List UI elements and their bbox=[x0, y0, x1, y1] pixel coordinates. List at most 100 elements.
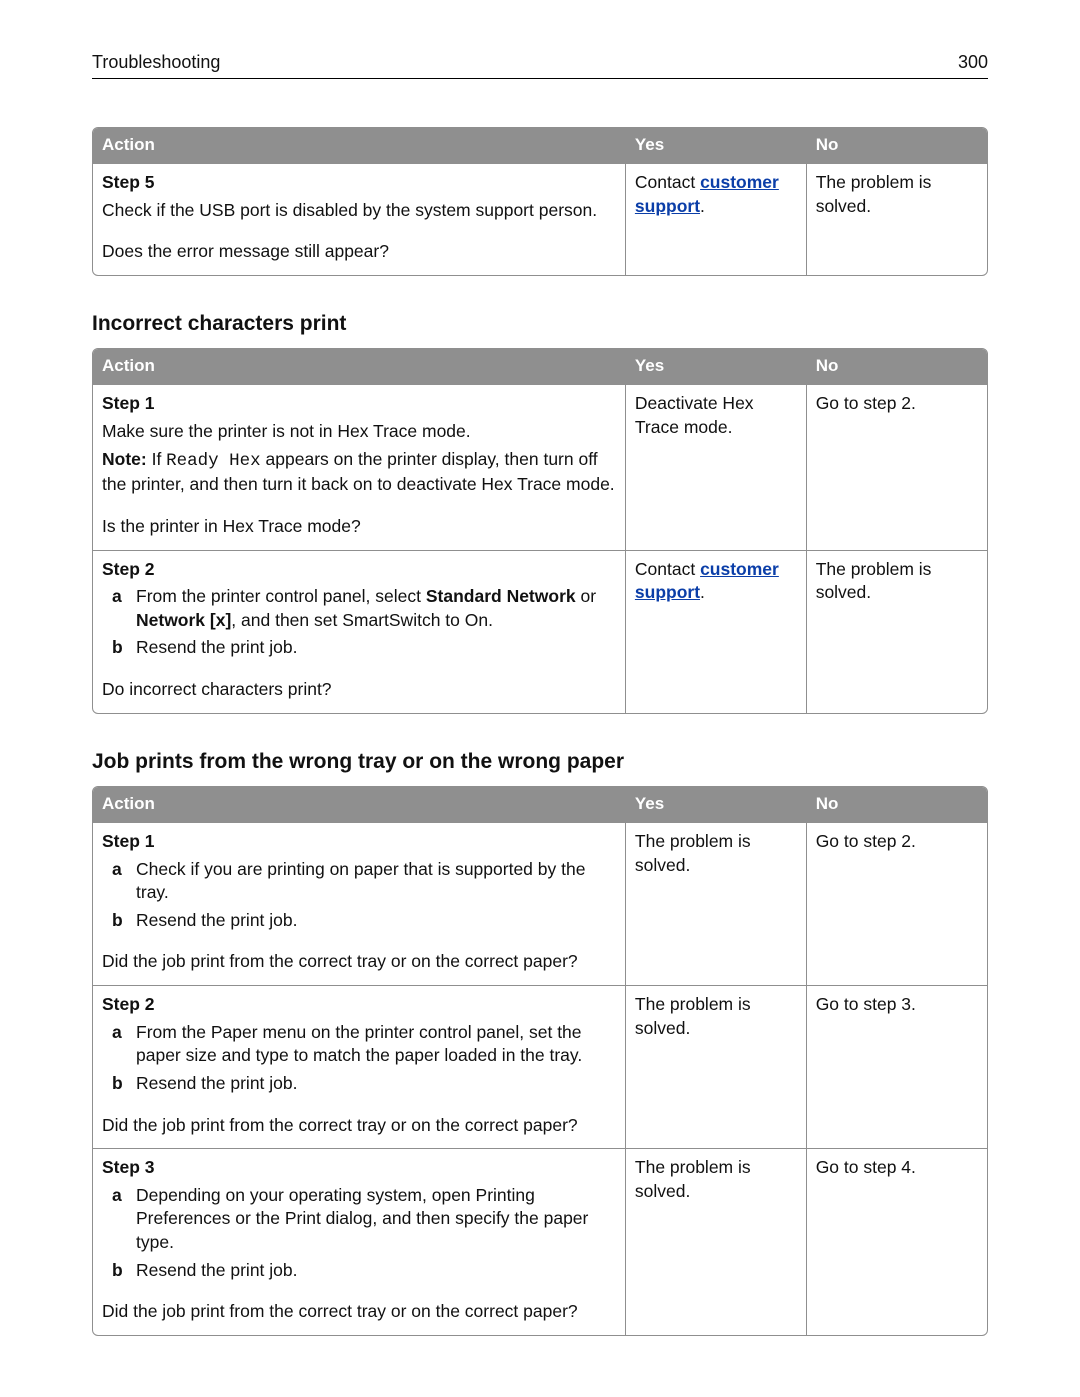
step-note: Note: If Ready Hex appears on the printe… bbox=[102, 448, 616, 497]
yes-text-post: . bbox=[700, 582, 705, 602]
col-action: Action bbox=[93, 349, 625, 384]
list-text: Resend the print job. bbox=[136, 1259, 616, 1283]
sub-a-post: , and then set SmartSwitch to On. bbox=[231, 610, 493, 630]
action-cell: Step 5 Check if the USB port is disabled… bbox=[93, 164, 625, 275]
list-item: a Check if you are printing on paper tha… bbox=[102, 858, 616, 905]
action-cell: Step 1 Make sure the printer is not in H… bbox=[93, 385, 625, 550]
table-row: Step 3 a Depending on your operating sys… bbox=[93, 1149, 987, 1335]
step-body: Make sure the printer is not in Hex Trac… bbox=[102, 420, 616, 444]
yes-cell: Contact customer support. bbox=[625, 164, 806, 275]
step-question: Did the job print from the correct tray … bbox=[102, 1300, 616, 1324]
action-cell: Step 1 a Check if you are printing on pa… bbox=[93, 822, 625, 985]
yes-text-pre: Contact bbox=[635, 172, 700, 192]
no-cell: The problem is solved. bbox=[806, 164, 987, 275]
list-item: a From the printer control panel, select… bbox=[102, 585, 616, 632]
table-header-row: Action Yes No bbox=[93, 349, 987, 384]
col-yes: Yes bbox=[625, 128, 806, 163]
list-item: b Resend the print job. bbox=[102, 1072, 616, 1096]
list-text: Resend the print job. bbox=[136, 1072, 616, 1096]
table-wrong-tray: Action Yes No Step 1 a Check if you are … bbox=[92, 786, 988, 1336]
list-text: Resend the print job. bbox=[136, 909, 616, 933]
sub-a-bold2: Network [x] bbox=[136, 610, 231, 630]
col-action: Action bbox=[93, 128, 625, 163]
action-cell: Step 2 a From the printer control panel,… bbox=[93, 550, 625, 713]
step-question: Did the job print from the correct tray … bbox=[102, 1114, 616, 1138]
no-cell: The problem is solved. bbox=[806, 550, 987, 713]
table-header-row: Action Yes No bbox=[93, 787, 987, 822]
col-no: No bbox=[806, 349, 987, 384]
list-marker-b: b bbox=[102, 1072, 136, 1096]
step-label: Step 3 bbox=[102, 1156, 616, 1180]
section-heading-wrong-tray: Job prints from the wrong tray or on the… bbox=[92, 748, 988, 776]
col-no: No bbox=[806, 787, 987, 822]
yes-cell: Deactivate Hex Trace mode. bbox=[625, 385, 806, 550]
note-pre: If bbox=[147, 449, 166, 469]
list-item: b Resend the print job. bbox=[102, 636, 616, 660]
page: Troubleshooting 300 Action Yes No Step 5… bbox=[0, 0, 1080, 1396]
list-marker-b: b bbox=[102, 909, 136, 933]
table-incorrect-chars: Action Yes No Step 1 Make sure the print… bbox=[92, 348, 988, 713]
table-row: Step 1 a Check if you are printing on pa… bbox=[93, 822, 987, 985]
no-cell: Go to step 2. bbox=[806, 822, 987, 985]
step-question: Is the printer in Hex Trace mode? bbox=[102, 515, 616, 539]
no-cell: Go to step 4. bbox=[806, 1149, 987, 1335]
list-text: Depending on your operating system, open… bbox=[136, 1184, 616, 1255]
list-text: From the printer control panel, select S… bbox=[136, 585, 616, 632]
yes-cell: The problem is solved. bbox=[625, 1149, 806, 1335]
step-question: Does the error message still appear? bbox=[102, 240, 616, 264]
yes-cell: Contact customer support. bbox=[625, 550, 806, 713]
list-text: Check if you are printing on paper that … bbox=[136, 858, 616, 905]
substep-list: a Check if you are printing on paper tha… bbox=[102, 858, 616, 933]
section-heading-incorrect-chars: Incorrect characters print bbox=[92, 310, 988, 338]
step-label: Step 1 bbox=[102, 392, 616, 416]
list-marker-b: b bbox=[102, 1259, 136, 1283]
list-item: a From the Paper menu on the printer con… bbox=[102, 1021, 616, 1068]
list-item: b Resend the print job. bbox=[102, 1259, 616, 1283]
table-row: Step 1 Make sure the printer is not in H… bbox=[93, 385, 987, 550]
header-page-number: 300 bbox=[958, 50, 988, 74]
page-header: Troubleshooting 300 bbox=[92, 50, 988, 79]
col-yes: Yes bbox=[625, 787, 806, 822]
substep-list: a From the printer control panel, select… bbox=[102, 585, 616, 660]
step-label: Step 2 bbox=[102, 558, 616, 582]
list-marker-a: a bbox=[102, 1184, 136, 1255]
col-no: No bbox=[806, 128, 987, 163]
action-cell: Step 2 a From the Paper menu on the prin… bbox=[93, 986, 625, 1149]
substep-list: a From the Paper menu on the printer con… bbox=[102, 1021, 616, 1096]
no-cell: Go to step 2. bbox=[806, 385, 987, 550]
table-row: Step 2 a From the Paper menu on the prin… bbox=[93, 986, 987, 1149]
col-action: Action bbox=[93, 787, 625, 822]
table-row: Step 5 Check if the USB port is disabled… bbox=[93, 164, 987, 275]
yes-text-post: . bbox=[700, 196, 705, 216]
yes-cell: The problem is solved. bbox=[625, 986, 806, 1149]
list-marker-a: a bbox=[102, 585, 136, 632]
step-label: Step 2 bbox=[102, 993, 616, 1017]
list-item: b Resend the print job. bbox=[102, 909, 616, 933]
no-cell: Go to step 3. bbox=[806, 986, 987, 1149]
table-row: Step 2 a From the printer control panel,… bbox=[93, 550, 987, 713]
list-marker-a: a bbox=[102, 858, 136, 905]
list-marker-a: a bbox=[102, 1021, 136, 1068]
sub-a-bold1: Standard Network bbox=[426, 586, 576, 606]
step-label: Step 1 bbox=[102, 830, 616, 854]
note-label: Note: bbox=[102, 449, 147, 469]
action-cell: Step 3 a Depending on your operating sys… bbox=[93, 1149, 625, 1335]
list-marker-b: b bbox=[102, 636, 136, 660]
note-code: Ready Hex bbox=[166, 451, 261, 471]
list-item: a Depending on your operating system, op… bbox=[102, 1184, 616, 1255]
yes-cell: The problem is solved. bbox=[625, 822, 806, 985]
table-usb: Action Yes No Step 5 Check if the USB po… bbox=[92, 127, 988, 276]
step-question: Do incorrect characters print? bbox=[102, 678, 616, 702]
substep-list: a Depending on your operating system, op… bbox=[102, 1184, 616, 1283]
sub-a-mid: or bbox=[576, 586, 596, 606]
yes-text-pre: Contact bbox=[635, 559, 700, 579]
sub-a-pre: From the printer control panel, select bbox=[136, 586, 426, 606]
step-body: Check if the USB port is disabled by the… bbox=[102, 199, 616, 223]
step-label: Step 5 bbox=[102, 171, 616, 195]
list-text: Resend the print job. bbox=[136, 636, 616, 660]
col-yes: Yes bbox=[625, 349, 806, 384]
list-text: From the Paper menu on the printer contr… bbox=[136, 1021, 616, 1068]
header-title: Troubleshooting bbox=[92, 50, 220, 74]
table-header-row: Action Yes No bbox=[93, 128, 987, 163]
step-question: Did the job print from the correct tray … bbox=[102, 950, 616, 974]
